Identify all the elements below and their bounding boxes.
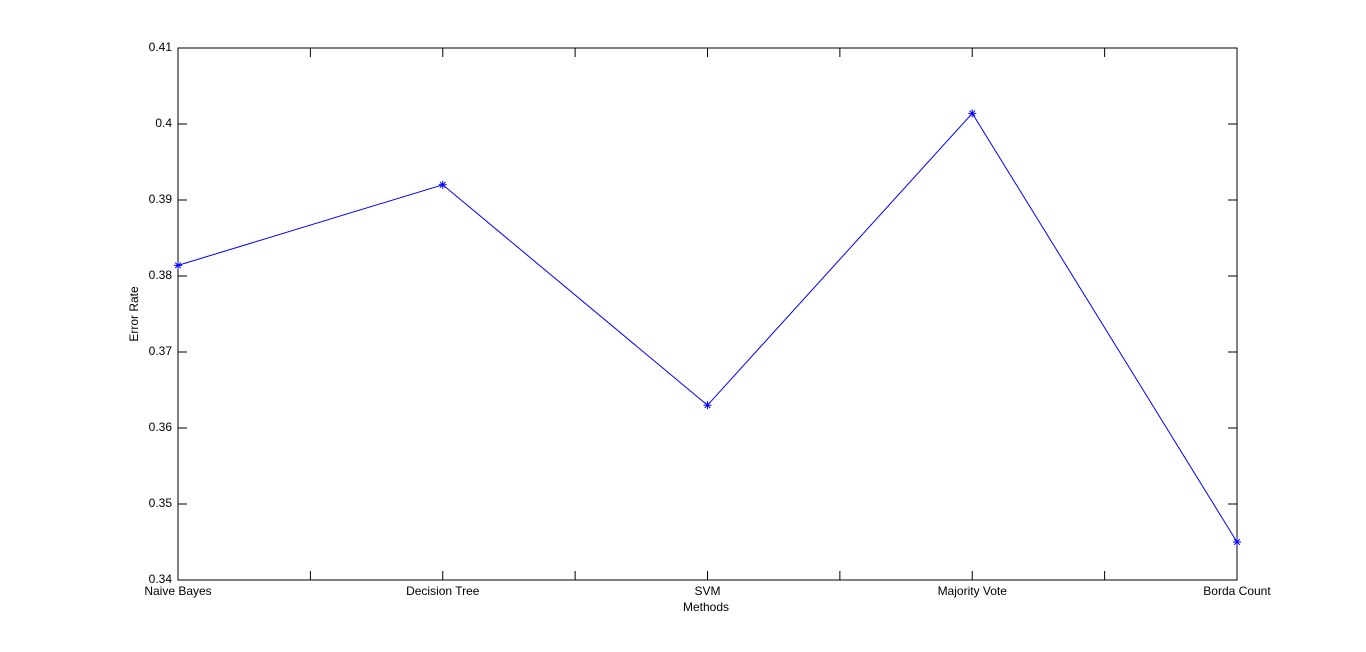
y-tick-label: 0.39	[149, 192, 173, 206]
y-tick-label: 0.38	[149, 268, 173, 282]
marker	[174, 261, 182, 270]
marker	[703, 401, 712, 410]
y-tick-label: 0.36	[149, 420, 173, 434]
marker	[438, 180, 447, 189]
x-axis-label: Methods	[683, 600, 729, 614]
marker	[968, 109, 977, 118]
x-tick-label: Naive Bayes	[144, 584, 211, 598]
y-tick-label: 0.37	[149, 344, 173, 358]
y-tick-label: 0.34	[149, 572, 173, 586]
y-tick-label: 0.4	[155, 116, 172, 130]
x-tick-label: Borda Count	[1203, 584, 1271, 598]
y-axis-label: Error Rate	[127, 286, 141, 342]
marker	[1233, 538, 1241, 546]
x-tick-label: SVM	[694, 584, 720, 598]
plot-box	[177, 47, 1238, 581]
series-line	[177, 112, 1238, 543]
x-tick-label: Decision Tree	[406, 584, 480, 598]
y-tick-label: 0.35	[149, 496, 173, 510]
x-tick-label: Majority Vote	[938, 584, 1008, 598]
y-tick-label: 0.41	[149, 40, 173, 54]
